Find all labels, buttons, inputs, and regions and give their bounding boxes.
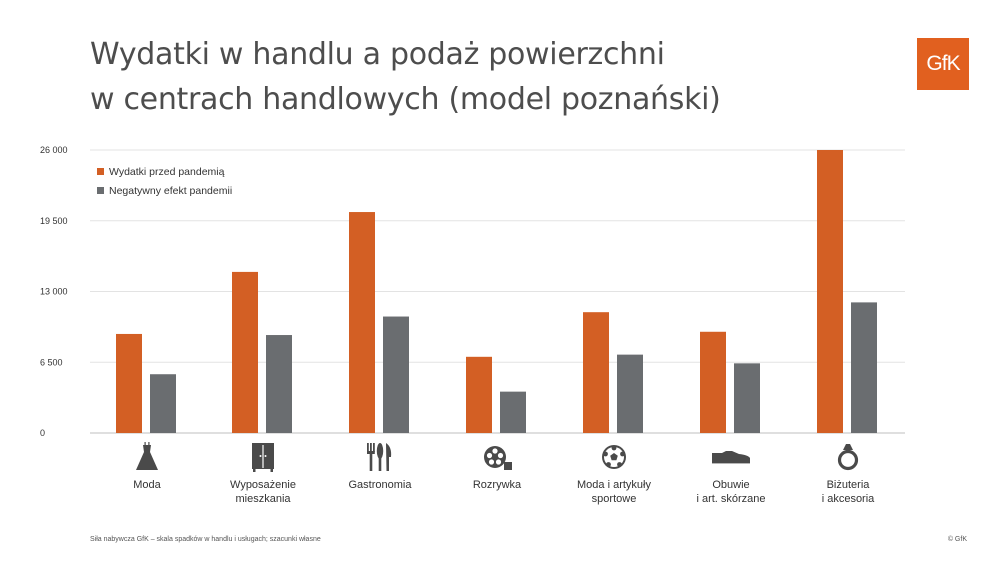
bar-pre-pandemic — [700, 331, 726, 433]
x-tick-label: Obuwie — [712, 479, 749, 491]
x-tick-label: Moda — [133, 479, 161, 491]
legend-swatch — [97, 168, 104, 175]
chart-title: Wydatki w handlu a podaż powierzchni w c… — [90, 32, 721, 122]
bar-pandemic-effect — [734, 363, 760, 433]
title-line-2: w centrach handlowych (model poznański) — [90, 82, 721, 117]
bar-pandemic-effect — [617, 354, 643, 433]
y-tick-label: 19 500 — [40, 216, 68, 226]
x-tick-label: Rozrywka — [473, 479, 522, 491]
bar-pre-pandemic — [817, 150, 843, 433]
dress-icon — [136, 442, 158, 470]
y-tick-label: 26 000 — [40, 145, 68, 155]
bar-pandemic-effect — [383, 316, 409, 433]
shoe-icon — [712, 451, 750, 464]
y-tick-label: 6 500 — [40, 357, 63, 367]
x-tick-label: Biżuteria — [827, 479, 871, 491]
x-tick-label: Wyposażenie — [230, 479, 296, 491]
bar-pandemic-effect — [266, 335, 292, 433]
y-tick-label: 13 000 — [40, 287, 68, 297]
x-tick-label: i akcesoria — [822, 493, 875, 505]
soccer-ball-icon — [602, 445, 626, 469]
bar-pre-pandemic — [349, 212, 375, 433]
ring-icon — [837, 444, 859, 471]
wardrobe-icon — [252, 443, 274, 472]
x-tick-label: Gastronomia — [349, 479, 413, 491]
x-tick-label: mieszkania — [235, 493, 291, 505]
bar-pandemic-effect — [851, 302, 877, 433]
source-note: Siła nabywcza GfK – skala spadków w hand… — [90, 536, 321, 543]
y-tick-label: 0 — [40, 428, 45, 438]
x-tick-label: Moda i artykuły — [577, 479, 651, 491]
bar-pre-pandemic — [232, 271, 258, 433]
bar-pre-pandemic — [583, 312, 609, 433]
copyright: © GfK — [947, 536, 967, 543]
bar-pandemic-effect — [500, 391, 526, 433]
x-tick-label: i art. skórzane — [696, 493, 765, 505]
legend-label: Negatywny efekt pandemii — [109, 185, 232, 197]
legend-swatch — [97, 187, 104, 194]
title-line-1: Wydatki w handlu a podaż powierzchni — [90, 37, 665, 72]
x-tick-label: sportowe — [592, 493, 637, 505]
bar-pre-pandemic — [466, 356, 492, 433]
bar-pre-pandemic — [116, 333, 142, 433]
legend-label: Wydatki przed pandemią — [109, 166, 225, 178]
film-reel-icon — [484, 446, 512, 470]
bar-pandemic-effect — [150, 374, 176, 433]
gfk-logo: GfK — [917, 38, 969, 90]
cutlery-icon — [367, 443, 392, 471]
